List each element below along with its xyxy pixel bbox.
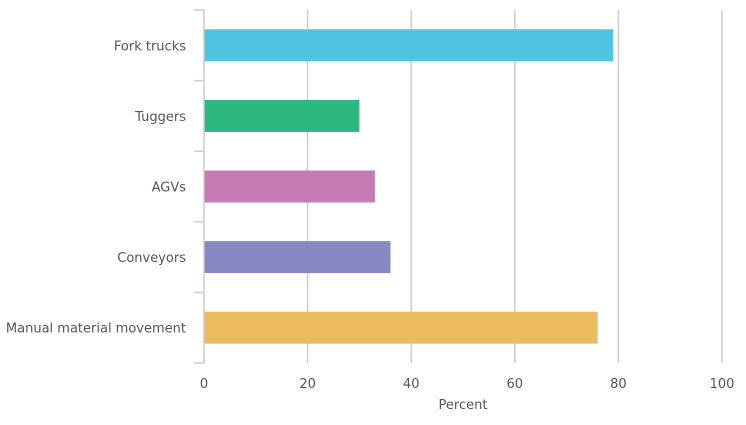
x-axis-title: Percent xyxy=(439,398,488,413)
bar xyxy=(204,241,391,274)
y-axis: Fork trucks Tuggers AGVs Conveyors Manual ma… xyxy=(6,9,205,364)
gridlines xyxy=(306,10,723,363)
category-label: Fork trucks xyxy=(114,39,186,54)
x-tick-label: 80 xyxy=(610,377,627,392)
category-label: Tuggers xyxy=(134,110,186,125)
x-tick-label: 60 xyxy=(507,377,524,392)
category-label: Conveyors xyxy=(117,251,186,266)
bar xyxy=(204,29,614,62)
x-tick-label: 0 xyxy=(200,377,208,392)
bar xyxy=(204,99,360,132)
bar xyxy=(204,311,598,344)
bars xyxy=(204,29,614,344)
x-tick-label: 20 xyxy=(299,377,316,392)
bar xyxy=(204,170,375,203)
category-label: Manual material movement xyxy=(6,322,186,337)
x-tick-label: 40 xyxy=(403,377,420,392)
category-label: AGVs xyxy=(152,181,187,196)
x-axis: 0 20 40 60 80 100 xyxy=(200,377,735,392)
x-tick-label: 100 xyxy=(710,377,735,392)
